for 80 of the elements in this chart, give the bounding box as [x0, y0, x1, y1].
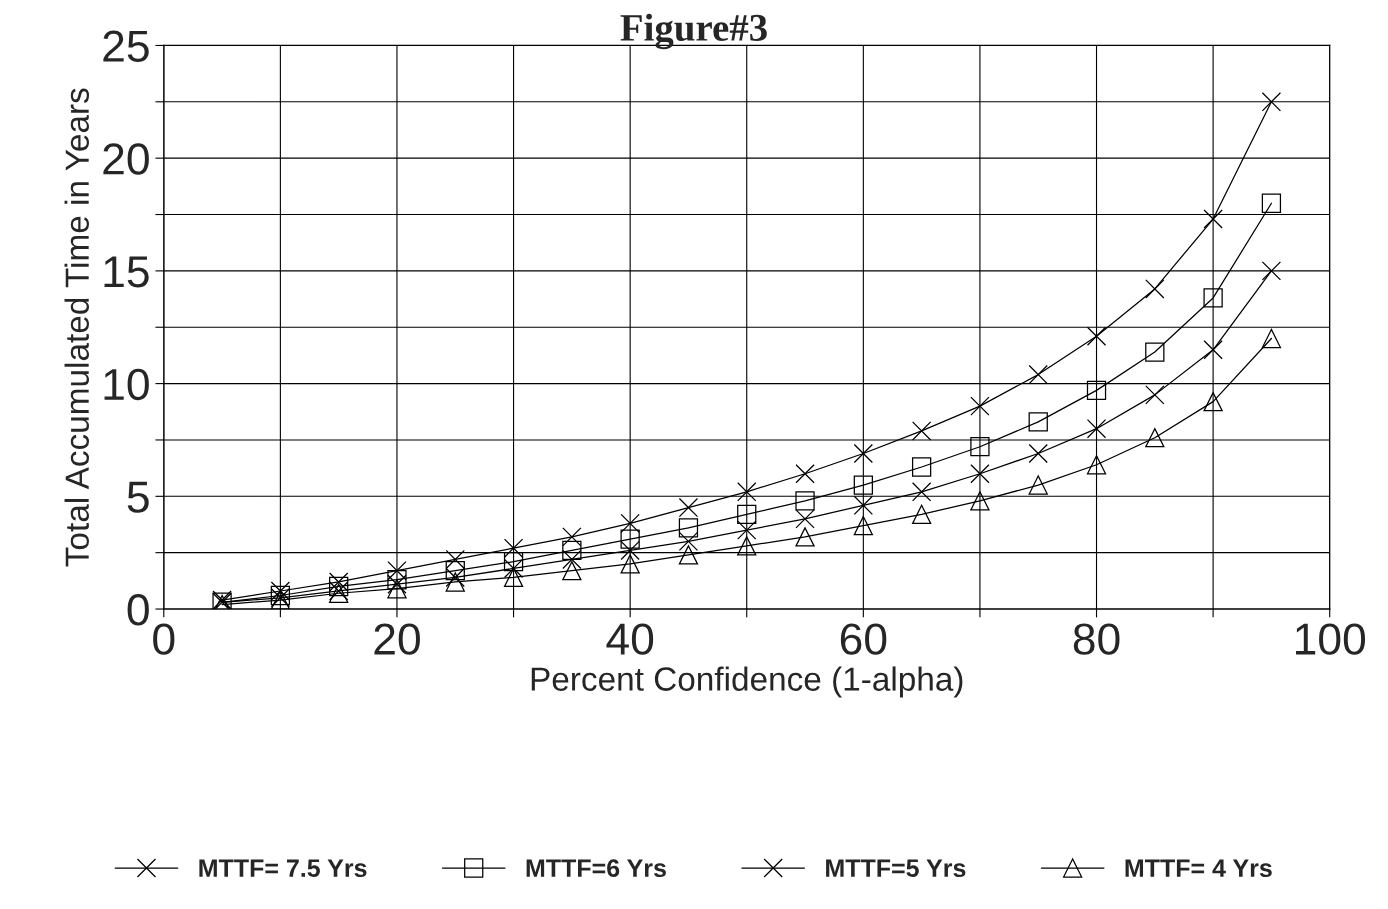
x-tick-label: 0: [153, 623, 175, 655]
point: [853, 515, 873, 536]
y-tick-label: 0: [127, 594, 149, 626]
y-tick-label: 20: [103, 143, 149, 175]
point: [795, 464, 815, 484]
point: [562, 540, 582, 561]
y-tick-label: 15: [104, 256, 149, 288]
y-axis-title: Total Accumulated Time in Years: [64, 88, 90, 567]
point: [387, 561, 407, 581]
point: [503, 538, 524, 558]
point: [387, 579, 407, 599]
x-axis-title: Percent Confidence (1-alpha): [531, 666, 963, 698]
point: [737, 482, 757, 502]
point: [911, 482, 932, 502]
point: [1261, 92, 1282, 112]
point: [911, 457, 932, 477]
point: [1203, 288, 1223, 308]
point: [1145, 428, 1165, 448]
point: [678, 518, 699, 538]
point: [853, 495, 873, 515]
point: [1145, 279, 1165, 299]
point: [970, 464, 990, 484]
point: [562, 561, 582, 581]
point: [737, 536, 757, 556]
point: [795, 491, 815, 511]
point: [1261, 328, 1282, 349]
point: [678, 545, 699, 565]
point: [970, 396, 990, 416]
point: [795, 527, 815, 547]
point: [795, 509, 815, 529]
point: [270, 581, 291, 601]
point: [911, 504, 932, 525]
point: [1028, 412, 1048, 432]
x-tick-label: 40: [606, 623, 654, 655]
y-tick-label: 5: [127, 481, 149, 513]
point: [1028, 364, 1048, 385]
point: [1028, 475, 1048, 495]
point: [620, 529, 640, 549]
point: [562, 549, 582, 570]
point: [1203, 391, 1223, 412]
point: [737, 504, 757, 525]
legend-label: MTTF= 7.5 Yrs: [199, 859, 367, 878]
legend-label: MTTF= 4 Yrs: [1125, 859, 1272, 878]
point: [620, 540, 640, 561]
point: [1086, 419, 1107, 439]
point: [1145, 342, 1165, 362]
point: [853, 443, 873, 464]
point: [678, 531, 699, 552]
point: [1086, 380, 1107, 401]
y-tick-label: 25: [103, 30, 149, 62]
point: [970, 437, 990, 457]
x-tick-label: 100: [1296, 623, 1366, 655]
point: [329, 576, 349, 597]
x-tick-label: 80: [1073, 623, 1120, 655]
point: [1145, 385, 1165, 405]
point: [1028, 443, 1048, 464]
legend-label: MTTF=6 Yrs: [526, 859, 666, 878]
x-tick-label: 20: [374, 623, 420, 655]
point: [1086, 455, 1107, 475]
point: [1261, 261, 1282, 281]
y-tick-label: 10: [104, 368, 149, 401]
point: [678, 497, 699, 518]
point: [853, 475, 873, 495]
point: [620, 554, 640, 574]
point: [737, 520, 757, 540]
point: [911, 421, 932, 441]
point: [620, 513, 640, 534]
chart-title: Figure#3: [620, 13, 767, 50]
point: [562, 527, 582, 547]
point: [503, 552, 524, 572]
point: [445, 572, 465, 592]
point: [1203, 340, 1223, 360]
legend-label: MTTF=5 Yrs: [826, 859, 966, 878]
x-tick-label: 60: [840, 623, 887, 655]
point: [329, 572, 349, 592]
point: [445, 561, 465, 581]
point: [1203, 209, 1223, 229]
point: [1261, 193, 1282, 213]
point: [970, 491, 990, 511]
point: [1086, 326, 1107, 346]
